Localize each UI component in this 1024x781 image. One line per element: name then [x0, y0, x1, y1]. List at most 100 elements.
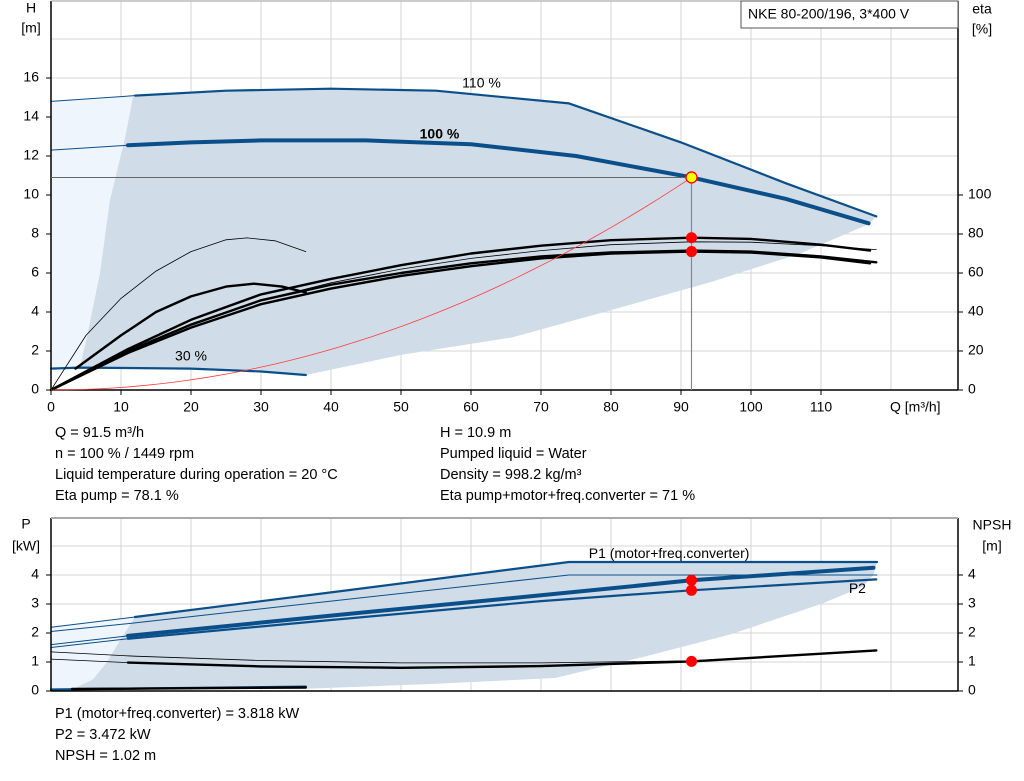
y-axis-label-left: P [21, 516, 30, 532]
y-tick-label: 4 [31, 566, 39, 582]
curve-p-1 [133, 560, 879, 619]
y2-axis-label-right: NPSH [973, 517, 1012, 533]
x-axis-label: Q [m³/h] [890, 399, 941, 415]
y2-axis-unit-right: [m] [982, 538, 1001, 554]
duty-info-left: Q = 91.5 m³/h n = 100 % / 1449 rpm Liqui… [55, 423, 338, 507]
curve-h-2 [50, 144, 129, 151]
y-axis-label-left: H [26, 0, 36, 16]
curve-label: 100 % [420, 125, 460, 141]
power-info: P1 (motor+freq.converter) = 3.818 kW P2 … [55, 704, 299, 767]
info-eta-total: Eta pump+motor+freq.converter = 71 % [440, 488, 696, 504]
y2-tick-label: 2 [968, 624, 976, 640]
y-tick-label: 12 [23, 147, 39, 163]
y-tick-label: 1 [31, 653, 39, 669]
info-density: Density = 998.2 kg/m³ [440, 467, 582, 483]
y-tick-label: 16 [23, 69, 39, 85]
operating-range-light [51, 95, 142, 369]
duty-point-npsh [686, 655, 697, 667]
curve-npsh-9 [50, 658, 129, 663]
info-eta-pump: Eta pump = 78.1 % [55, 488, 179, 504]
curve-eta-10 [49, 250, 872, 392]
curve-h-3 [126, 138, 871, 226]
curve-h-4 [49, 366, 307, 377]
operating-range [79, 88, 877, 375]
info-p1: P1 (motor+freq.converter) = 3.818 kW [55, 706, 300, 722]
x-tick-label: 90 [673, 399, 689, 415]
y2-axis-label-right: eta [972, 1, 992, 17]
x-tick-label: 10 [113, 399, 129, 415]
y2-tick-label: 60 [968, 264, 984, 280]
curve-eta-7 [49, 236, 872, 392]
x-tick-label: 30 [253, 399, 269, 415]
curve-label: P1 (motor+freq.converter) [589, 545, 750, 561]
title-box-text: NKE 80-200/196, 3*400 V [748, 6, 910, 22]
x-tick-label: 40 [323, 399, 339, 415]
x-tick-label: 110 [810, 399, 833, 415]
y-tick-label: 8 [31, 225, 39, 241]
y-tick-label: 0 [31, 381, 39, 397]
info-pumped-liquid: Pumped liquid = Water [440, 446, 587, 462]
info-flow: Q = 91.5 m³/h [55, 425, 145, 441]
y2-tick-label: 3 [968, 595, 976, 611]
y2-tick-label: 40 [968, 303, 984, 319]
curve-h-1 [133, 87, 878, 218]
y2-axis-unit-right: [%] [972, 21, 992, 37]
info-p2: P2 = 3.472 kW [55, 727, 151, 743]
info-head: H = 10.9 m [440, 425, 512, 441]
x-tick-label: 70 [533, 399, 549, 415]
curve-npsh-11 [70, 686, 307, 691]
y-tick-label: 6 [31, 264, 39, 280]
operating-range-light [51, 617, 135, 690]
y-tick-label: 14 [23, 108, 39, 124]
x-tick-label: 20 [183, 399, 199, 415]
info-speed: n = 100 % / 1449 rpm [55, 446, 195, 462]
y-axis-unit-left: [m] [21, 20, 40, 36]
x-tick-label: 50 [393, 399, 409, 415]
y-tick-label: 0 [31, 682, 39, 698]
y2-tick-label: 0 [968, 682, 976, 698]
y2-tick-label: 0 [968, 381, 976, 397]
curve-p-6 [126, 578, 878, 640]
curve-h-0 [50, 95, 136, 102]
chart-panel-1 [46, 517, 963, 692]
info-liquid-temperature: Liquid temperature during operation = 20… [55, 467, 338, 483]
duty-point-p2 [686, 584, 697, 596]
curve-p-5 [50, 638, 129, 648]
duty-point [685, 171, 698, 184]
y-tick-label: 2 [31, 342, 39, 358]
curve-p-4 [126, 565, 876, 638]
system-curve [50, 177, 692, 391]
y2-tick-label: 20 [968, 342, 984, 358]
y2-tick-label: 100 [968, 186, 992, 202]
curve-npsh-10 [126, 649, 878, 669]
x-tick-label: 100 [739, 399, 763, 415]
curve-eta-6 [74, 282, 307, 370]
curve-label: P2 [849, 580, 866, 596]
duty-point-eta-total [686, 246, 697, 258]
x-tick-label: 80 [603, 399, 619, 415]
curve-label: 110 % [462, 75, 501, 91]
y2-tick-label: 1 [968, 653, 976, 669]
y-axis-unit-left: [kW] [12, 538, 40, 554]
curve-p-2 [50, 574, 878, 632]
operating-range [72, 562, 877, 690]
curve-p-3 [50, 635, 129, 646]
duty-point-eta-pump [686, 232, 697, 244]
y-tick-label: 10 [23, 186, 39, 202]
y-tick-label: 3 [31, 595, 39, 611]
duty-point-p1 [686, 574, 697, 586]
y-tick-label: 4 [31, 303, 39, 319]
curve-label: 30 % [175, 348, 207, 364]
x-tick-label: 0 [47, 399, 55, 415]
duty-info-right: H = 10.9 m Pumped liquid = Water Density… [440, 423, 695, 507]
title-box [740, 0, 959, 29]
y2-tick-label: 80 [968, 225, 984, 241]
y2-tick-label: 4 [968, 566, 976, 582]
x-tick-label: 60 [463, 399, 479, 415]
curve-eta-5 [50, 237, 307, 391]
info-npsh: NPSH = 1.02 m [55, 748, 157, 764]
y-tick-label: 2 [31, 624, 39, 640]
curve-p-0 [50, 616, 136, 628]
chart-panel-0 [46, 0, 963, 395]
